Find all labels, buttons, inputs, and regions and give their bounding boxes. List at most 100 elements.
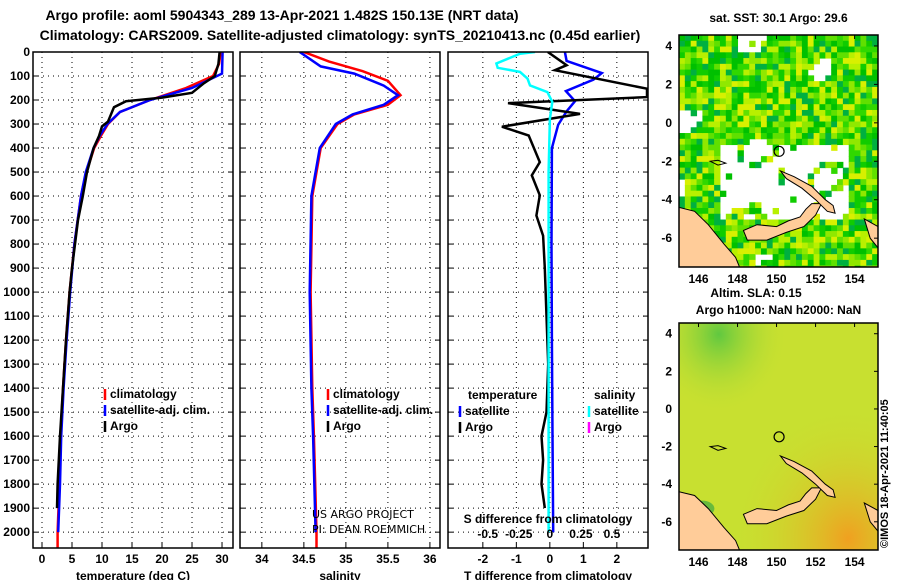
sst-cell xyxy=(702,86,709,94)
sst-cell xyxy=(684,52,692,59)
sst-cell xyxy=(772,207,779,215)
sst-cell xyxy=(702,150,709,157)
sst-cell xyxy=(679,35,686,42)
sst-cell xyxy=(848,254,856,261)
x-tick-label: 34.5 xyxy=(292,552,316,566)
sst-cell xyxy=(790,63,797,71)
panel-frame xyxy=(447,51,649,549)
sst-cell xyxy=(819,190,826,197)
sst-cell xyxy=(679,58,686,65)
sst-cell xyxy=(848,167,856,174)
sst-cell xyxy=(737,138,744,146)
sst-cell xyxy=(801,109,809,117)
sst-cell xyxy=(872,86,878,94)
sst-cell xyxy=(696,150,703,157)
sst-cell xyxy=(743,86,750,94)
sst-cell xyxy=(743,236,750,244)
sst-cell xyxy=(708,109,715,117)
sst-cell xyxy=(702,46,709,53)
sst-cell xyxy=(690,196,698,203)
sst-cell xyxy=(702,63,709,71)
lat-tick-label: -4 xyxy=(661,477,672,491)
sst-cell xyxy=(866,104,873,111)
sst-cell xyxy=(696,167,703,174)
sst-cell xyxy=(784,248,791,255)
sst-cell xyxy=(831,104,838,111)
sst-cell xyxy=(731,86,739,94)
sst-cell xyxy=(872,104,878,111)
sst-cell xyxy=(866,40,873,48)
sst-cell xyxy=(749,69,756,76)
sst-cell xyxy=(679,98,686,105)
sst-cell xyxy=(719,231,727,238)
sst-cell xyxy=(772,121,779,128)
sst-cell xyxy=(854,161,861,169)
sst-cell xyxy=(872,109,878,117)
sst-cell xyxy=(842,121,850,128)
sst-cell xyxy=(714,81,721,88)
sst-cell xyxy=(760,213,768,221)
sst-cell xyxy=(854,184,861,192)
sst-cell xyxy=(772,92,779,99)
sst-cell xyxy=(825,92,832,99)
sst-cell xyxy=(842,213,850,221)
sst-cell xyxy=(796,35,803,42)
sst-cell xyxy=(796,109,803,117)
sst-cell xyxy=(755,207,762,215)
sst-cell xyxy=(790,231,797,238)
sst-cell xyxy=(872,259,878,267)
sst-cell xyxy=(854,35,861,42)
sst-cell xyxy=(749,81,756,88)
sst-cell xyxy=(772,115,779,122)
sst-cell xyxy=(784,86,791,94)
sst-cell xyxy=(801,231,809,238)
sst-cell xyxy=(819,52,826,59)
sst-cell xyxy=(755,109,762,117)
legend-label: satellite-adj. clim. xyxy=(110,403,210,417)
sst-cell xyxy=(854,179,861,186)
sst-cell xyxy=(778,98,785,105)
secondary-tick-label: 0 xyxy=(547,527,554,541)
sst-cell xyxy=(860,259,867,267)
sst-cell xyxy=(690,138,698,146)
sst-cell xyxy=(684,133,692,140)
sst-cell xyxy=(848,121,856,128)
sst-cell xyxy=(866,46,873,53)
sst-cell xyxy=(714,35,721,42)
sst-cell xyxy=(731,63,739,71)
sst-cell xyxy=(714,173,721,180)
sst-cell xyxy=(743,248,750,255)
depth-tick-label: 1400 xyxy=(3,381,30,395)
sst-cell xyxy=(749,219,756,226)
sst-cell xyxy=(778,236,785,244)
sst-cell xyxy=(825,254,832,261)
sst-cell xyxy=(737,254,744,261)
depth-tick-label: 0 xyxy=(23,45,30,59)
land-polygon xyxy=(679,206,741,267)
sst-cell xyxy=(860,138,867,146)
sst-cell xyxy=(702,202,709,209)
series-line-satellite-adj-clim- xyxy=(56,52,224,533)
depth-tick-label: 600 xyxy=(10,189,30,203)
lat-tick-label: 2 xyxy=(665,77,672,91)
sst-cell xyxy=(819,127,826,134)
sst-cell xyxy=(854,156,861,163)
sst-cell xyxy=(848,46,856,53)
sst-cell xyxy=(848,213,856,221)
sst-cell xyxy=(813,225,820,232)
sst-cell xyxy=(684,196,692,203)
sst-cell xyxy=(872,115,878,122)
sst-cell xyxy=(778,75,785,82)
legend-header-temperature: temperature xyxy=(468,388,538,402)
sst-cell xyxy=(848,133,856,140)
sst-cell xyxy=(872,150,878,157)
sst-cell xyxy=(702,161,709,169)
sst-cell xyxy=(801,115,809,122)
sst-cell xyxy=(719,69,727,76)
map-panel-1: 146 148 150 152 154 4 2 0 -2 -4 -6 sat. SST: 30.1 A… xyxy=(661,11,879,286)
sst-cell xyxy=(831,63,838,71)
sst-cell xyxy=(813,219,820,226)
sst-cell xyxy=(860,35,867,42)
sst-cell xyxy=(766,98,774,105)
land-polygon xyxy=(778,454,836,498)
